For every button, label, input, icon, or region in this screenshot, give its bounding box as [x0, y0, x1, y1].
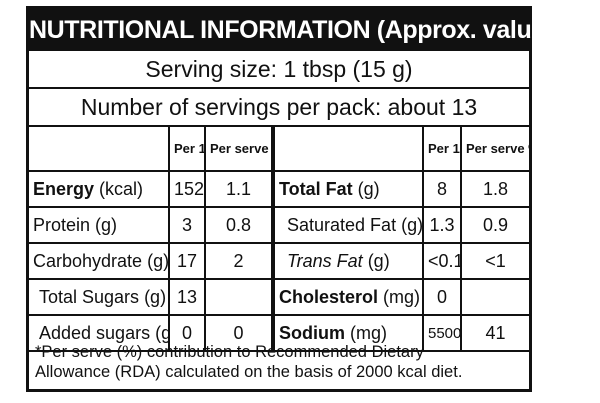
table-row: Added sugars (g) 0 0 Sodium (mg) 5500 41: [29, 314, 529, 352]
rda-value: [204, 278, 274, 316]
nutrient-label: Total Sugars (g): [29, 278, 170, 316]
per-100g-value: 0: [168, 314, 206, 352]
table-row: Protein (g) 3 0.8 Saturated Fat (g) 1.3 …: [29, 206, 529, 244]
header-per-100g-left: Per 100 g: [168, 127, 206, 172]
nutrient-label: Energy (kcal): [29, 170, 170, 208]
per-100g-value: 8: [422, 170, 462, 208]
rda-value: 2: [204, 242, 274, 280]
per-100g-value: 13: [168, 278, 206, 316]
header-per-serve-rda-left: Per serve % RDA*: [204, 127, 274, 172]
nutrient-label: Trans Fat (g): [271, 242, 424, 280]
rda-value: 41: [460, 314, 529, 352]
nutrient-label: Sodium (mg): [271, 314, 424, 352]
rda-value: 0.8: [204, 206, 274, 244]
rda-value: 1.1: [204, 170, 274, 208]
header-per-100g-right: Per 100 g: [422, 127, 462, 172]
per-100g-value: 152: [168, 170, 206, 208]
rda-value: <1: [460, 242, 529, 280]
per-100g-value: <0.1: [422, 242, 462, 280]
rda-value: 0: [204, 314, 274, 352]
per-100g-value: 0: [422, 278, 462, 316]
nutrient-label: Saturated Fat (g): [271, 206, 424, 244]
table-row: Total Sugars (g) 13 Cholesterol (mg) 0: [29, 278, 529, 316]
table-row: Energy (kcal) 152 1.1 Total Fat (g) 8 1.…: [29, 170, 529, 208]
rda-value: 0.9: [460, 206, 529, 244]
nutrient-label: Added sugars (g): [29, 314, 170, 352]
header-blank-left: [29, 127, 170, 172]
nutrition-title: NUTRITIONAL INFORMATION (Approx. values): [29, 9, 567, 51]
nutrition-label: NUTRITIONAL INFORMATION (Approx. values)…: [26, 6, 567, 392]
nutrition-table: Per 100 g Per serve % RDA* Per 100 g Per…: [29, 127, 529, 352]
header-per-serve-rda-right: Per serve % RDA*: [460, 127, 529, 172]
serving-size: Serving size: 1 tbsp (15 g): [29, 51, 529, 89]
rda-footnote: *Per serve (%) contribution to Recommend…: [35, 343, 463, 381]
servings-per-pack: Number of servings per pack: about 13: [29, 89, 529, 127]
nutrient-label: Carbohydrate (g): [29, 242, 170, 280]
per-100g-value: 5500: [422, 314, 462, 352]
nutrient-label: Total Fat (g): [271, 170, 424, 208]
per-100g-value: 17: [168, 242, 206, 280]
per-100g-value: 1.3: [422, 206, 462, 244]
table-row: Carbohydrate (g) 17 2 Trans Fat (g) <0.1…: [29, 242, 529, 280]
rda-value: [460, 278, 529, 316]
nutrient-label: Cholesterol (mg): [271, 278, 424, 316]
header-blank-right: [271, 127, 424, 172]
nutrient-label: Protein (g): [29, 206, 170, 244]
rda-value: 1.8: [460, 170, 529, 208]
table-header-row: Per 100 g Per serve % RDA* Per 100 g Per…: [29, 127, 529, 172]
per-100g-value: 3: [168, 206, 206, 244]
